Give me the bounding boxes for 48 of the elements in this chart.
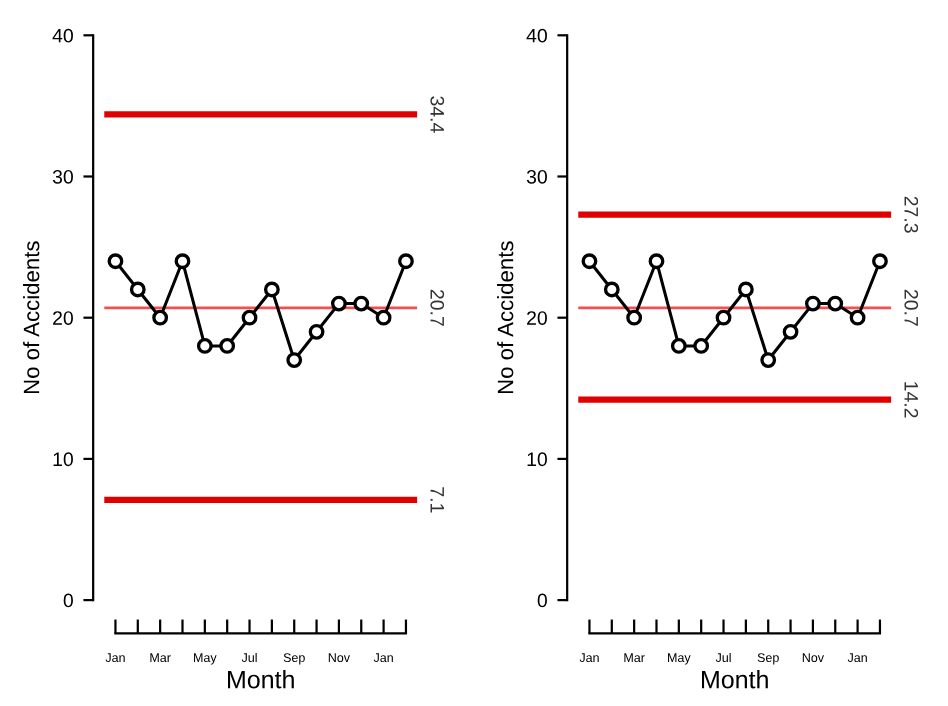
- point: [174, 253, 191, 270]
- point: [737, 281, 754, 298]
- point: [398, 253, 414, 270]
- y-tick-label: 30: [526, 169, 547, 184]
- ref-line-label: 20.7: [430, 289, 445, 326]
- ref-line-label: 34.4: [430, 96, 445, 133]
- point: [715, 309, 732, 326]
- y-axis-title: No of Accidents: [23, 241, 40, 394]
- point: [849, 309, 866, 326]
- point: [107, 253, 124, 270]
- point: [603, 281, 620, 298]
- point: [308, 323, 325, 340]
- y-tick-label: 0: [63, 593, 73, 608]
- ref-line-label: 20.7: [904, 289, 919, 326]
- point: [219, 338, 236, 354]
- point: [330, 295, 347, 312]
- point: [670, 338, 687, 354]
- point: [760, 352, 777, 368]
- point: [827, 295, 844, 312]
- point: [152, 309, 169, 326]
- point: [353, 295, 370, 312]
- point: [375, 309, 392, 326]
- point: [782, 323, 799, 340]
- y-tick-label: 20: [53, 311, 73, 325]
- point: [286, 352, 303, 368]
- point: [196, 338, 213, 354]
- x-axis-title: Month: [228, 670, 294, 689]
- ref-line-label: 7.1: [430, 487, 444, 513]
- x-axis-title: Month: [702, 670, 768, 689]
- point: [693, 338, 710, 354]
- point: [581, 253, 598, 270]
- y-tick-label: 40: [526, 28, 547, 43]
- ref-line-label: 14.2: [904, 382, 919, 418]
- point: [648, 253, 665, 270]
- y-tick-label: 40: [52, 28, 73, 43]
- point: [872, 253, 888, 270]
- y-tick-label: 0: [537, 593, 547, 608]
- y-tick-label: 20: [527, 311, 547, 325]
- point: [804, 295, 821, 312]
- point: [626, 309, 643, 326]
- point: [241, 309, 258, 326]
- y-tick-label: 10: [527, 452, 547, 467]
- point: [263, 281, 280, 298]
- ref-line-label: 27.3: [904, 196, 919, 233]
- y-tick-label: 30: [52, 169, 73, 184]
- y-axis-title: No of Accidents: [497, 241, 514, 394]
- y-tick-label: 10: [53, 452, 73, 467]
- point: [129, 281, 146, 298]
